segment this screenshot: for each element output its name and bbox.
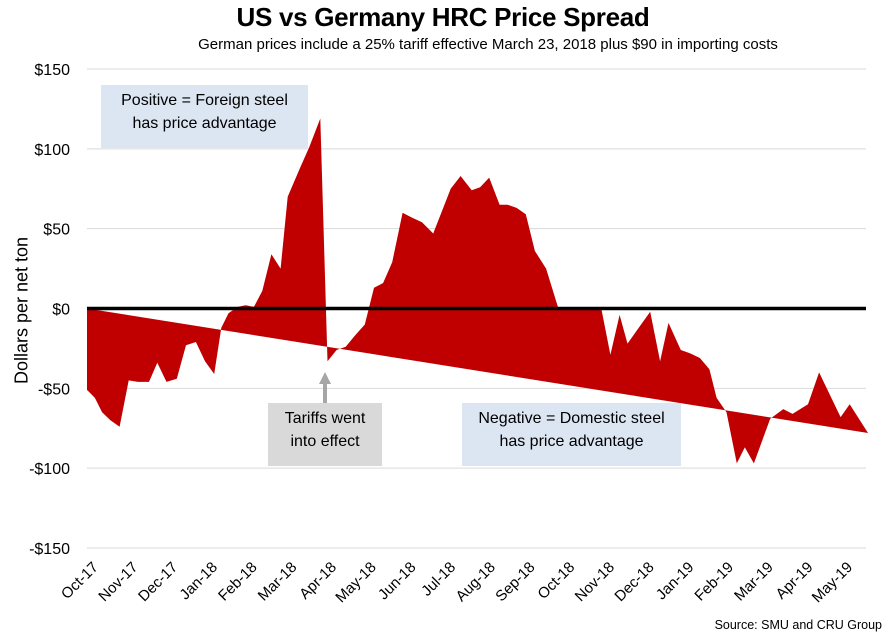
y-tick-label: -$50 [38,381,70,398]
x-tick-label: Feb-19 [691,559,737,605]
x-tick-label: May-19 [809,559,856,606]
x-axis-ticks: Oct-17Nov-17Dec-17Jan-18Feb-18Mar-18Apr-… [58,559,856,606]
x-tick-label: Oct-17 [58,559,102,603]
series-area [87,118,868,464]
x-tick-label: Aug-18 [453,559,499,605]
negative-note-line-1: Negative = Domestic steel [478,410,665,427]
x-tick-label: Dec-17 [135,559,181,605]
x-tick-label: May-18 [332,559,379,606]
positive-note: Positive = Foreign steel has price advan… [101,85,308,148]
chart-title: US vs Germany HRC Price Spread [236,2,650,32]
y-tick-label: $150 [34,62,70,79]
positive-note-line-1: Positive = Foreign steel [121,92,288,109]
x-tick-label: Mar-18 [255,559,301,605]
y-tick-label: $100 [34,142,70,159]
tariff-note-line-1: Tariffs went [284,410,366,427]
y-tick-label: -$150 [29,541,70,558]
tariff-arrow [319,372,331,403]
tariff-note-line-2: into effect [290,433,360,450]
x-tick-label: Nov-17 [95,559,141,605]
tariff-note: Tariffs went into effect [268,403,382,466]
positive-note-line-2: has price advantage [132,115,277,132]
x-tick-label: Jan-19 [653,559,697,603]
negative-note: Negative = Domestic steel has price adva… [462,403,681,466]
x-tick-label: Sep-18 [492,559,538,605]
x-tick-label: Nov-18 [572,559,618,605]
source-note: Source: SMU and CRU Group [714,618,882,632]
y-tick-label: $50 [43,222,70,239]
y-axis-ticks: $150 $100 $50 $0 -$50 -$100 -$150 [29,62,70,558]
x-tick-label: Jan-18 [176,559,220,603]
x-tick-label: Feb-18 [215,559,261,605]
x-tick-label: Dec-18 [611,559,657,605]
y-tick-label: -$100 [29,461,70,478]
negative-note-line-2: has price advantage [499,433,644,450]
y-tick-label: $0 [52,302,70,319]
arrow-head-icon [319,372,331,384]
x-tick-label: Oct-18 [534,559,578,603]
series-area-fill [87,118,868,464]
chart-subtitle: German prices include a 25% tariff effec… [198,36,778,53]
x-tick-label: Jun-18 [375,559,419,603]
x-tick-label: Mar-19 [731,559,777,605]
